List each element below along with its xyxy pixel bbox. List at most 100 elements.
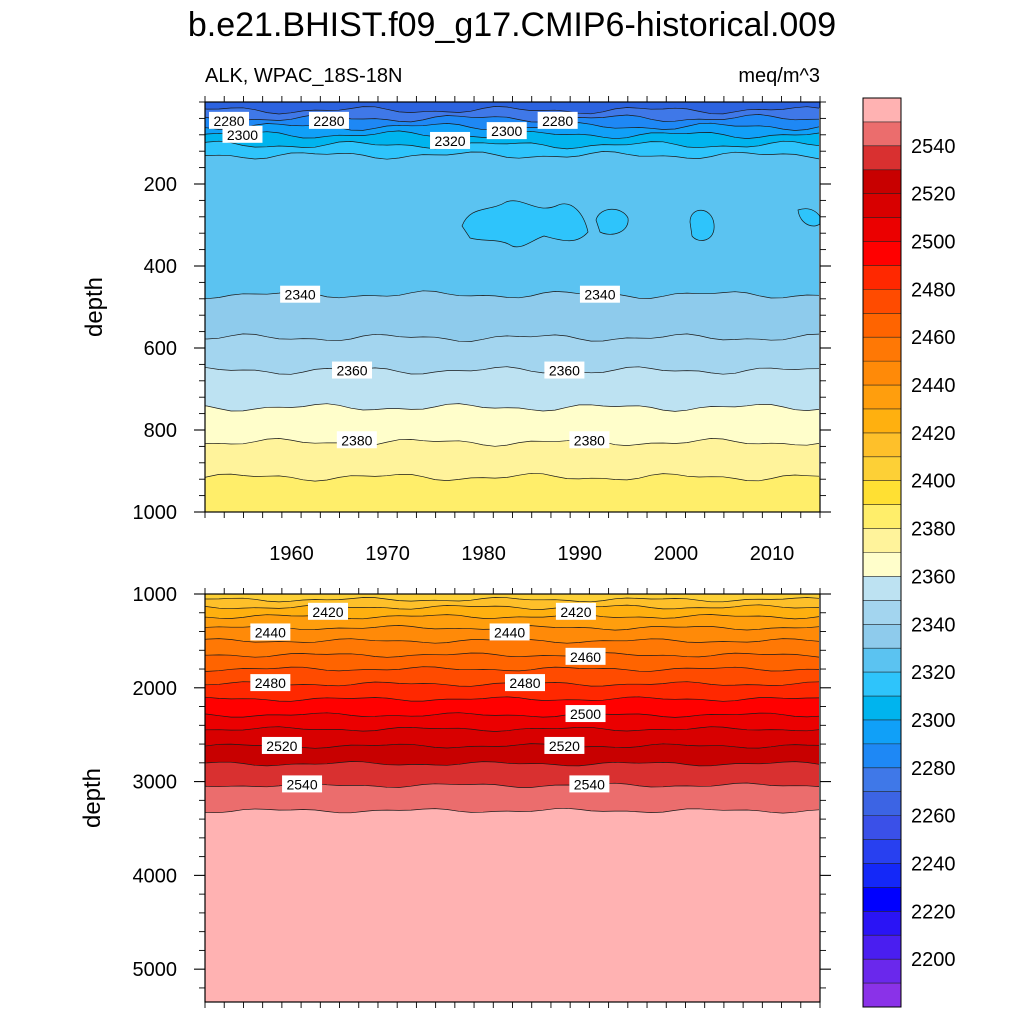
contour-line <box>205 696 820 702</box>
contour-label: 2440 <box>489 623 530 641</box>
contour-line <box>205 726 820 732</box>
colorbar-swatch <box>863 815 901 840</box>
colorbar-tick-label: 2400 <box>911 471 956 493</box>
lower-ylabel: depth <box>79 768 106 828</box>
contour-label: 2520 <box>261 736 302 754</box>
contour-line <box>205 597 820 603</box>
contour-label-bg <box>209 111 250 129</box>
contour-label-text: 2360 <box>336 363 367 379</box>
colorbar-swatch <box>863 839 901 864</box>
contour-label: 2480 <box>504 674 545 692</box>
colorbar-swatch <box>863 145 901 171</box>
contour-label-bg <box>250 623 291 641</box>
contour-label: 2380 <box>336 431 377 449</box>
contour-line <box>205 403 820 412</box>
colorbar-swatch <box>863 743 901 769</box>
contour-label-text: 2480 <box>509 675 540 691</box>
contour-label: 2340 <box>280 285 321 303</box>
contour-label: 2340 <box>579 285 620 303</box>
colorbar-swatch <box>863 217 901 242</box>
contour-label: 2520 <box>544 736 585 754</box>
contour-line <box>205 151 820 160</box>
y-tick-label: 800 <box>144 420 177 442</box>
upper-panel: 2004006008001000228023002280232023002280… <box>133 96 831 524</box>
contour-blob <box>689 209 715 241</box>
contour-label-text: 2340 <box>285 287 316 303</box>
colorbar-swatch <box>863 480 901 506</box>
colorbar-swatch <box>863 863 901 888</box>
upper-ylabel: depth <box>81 277 108 337</box>
variable-label: ALK, WPAC_18S-18N <box>205 65 403 87</box>
contour-label: 2420 <box>555 602 596 620</box>
units-label: meq/m^3 <box>738 65 820 87</box>
colorbar-tick-label: 2320 <box>911 662 956 684</box>
y-tick-label: 1000 <box>133 502 178 524</box>
contour-label-bg <box>544 736 585 754</box>
contour-label-bg <box>261 736 302 754</box>
colorbar-swatch <box>863 98 901 123</box>
colorbar-tick-label: 2220 <box>911 901 956 923</box>
contour-label: 2360 <box>544 361 585 379</box>
colorbar-swatch <box>863 528 901 553</box>
contour-band <box>205 438 819 482</box>
contour-line <box>205 114 820 123</box>
contour-label: 2280 <box>308 111 349 129</box>
colorbar-tick-label: 2480 <box>911 279 956 301</box>
contour-band <box>205 604 819 619</box>
contour-label-text: 2420 <box>312 604 343 620</box>
colorbar-swatch <box>863 648 901 673</box>
contour-label: 2280 <box>537 111 578 129</box>
contour-label-bg <box>555 602 596 620</box>
colorbar-swatch <box>863 504 901 529</box>
contour-line <box>205 472 820 482</box>
colorbar-tick-label: 2340 <box>911 614 956 636</box>
colorbar-swatch <box>863 432 901 458</box>
colorbar-tick-label: 2260 <box>911 806 956 828</box>
x-tick-label: 1990 <box>558 543 603 565</box>
colorbar: 2540 2520 2500 2480 2460 2440 2420 2400 2380 2360… <box>862 97 956 1008</box>
colorbar-swatch <box>863 576 901 601</box>
contour-label-text: 2280 <box>213 113 244 129</box>
contour-band <box>205 130 819 149</box>
colorbar-swatch <box>863 456 901 482</box>
colorbar-swatch <box>863 791 901 817</box>
contour-label-text: 2300 <box>491 123 522 139</box>
colorbar-swatch <box>863 983 901 1008</box>
contour-label-bg <box>332 361 373 379</box>
contour-band <box>205 743 819 766</box>
colorbar-frame <box>862 97 902 1008</box>
contour-label: 2360 <box>332 361 373 379</box>
contour-label-bg <box>489 623 530 641</box>
contour-label-bg <box>504 674 545 692</box>
x-tick-label: 1970 <box>365 543 410 565</box>
colorbar-swatch <box>863 313 901 338</box>
contour-line <box>205 106 820 115</box>
contour-line <box>205 666 820 672</box>
colorbar-swatch <box>863 887 901 912</box>
contour-label-bg <box>282 775 323 793</box>
contour-label-bg <box>537 111 578 129</box>
contour-label-text: 2300 <box>227 127 258 143</box>
contour-band <box>205 102 820 114</box>
contour-line <box>205 604 820 610</box>
y-tick-label: 2000 <box>133 678 178 700</box>
colorbar-swatch <box>863 719 901 745</box>
contour-band <box>205 638 819 658</box>
contour-label-bg <box>430 131 471 149</box>
contour-label: 2300 <box>486 122 527 140</box>
colorbar-swatch <box>863 385 901 410</box>
contour-label: 2460 <box>565 647 606 665</box>
colorbar-swatch <box>863 169 901 195</box>
colorbar-tick-label: 2500 <box>911 232 956 254</box>
contour-label-text: 2420 <box>560 604 591 620</box>
contour-label-text: 2320 <box>434 133 465 149</box>
colorbar-swatch <box>863 408 901 434</box>
contour-blob <box>461 200 589 248</box>
contour-band <box>205 712 819 732</box>
contour-label-bg <box>308 111 349 129</box>
contour-label-text: 2440 <box>494 624 525 640</box>
contour-line <box>205 652 820 658</box>
contour-label: 2280 <box>209 111 250 129</box>
colorbar-tick-label: 2420 <box>911 423 956 445</box>
